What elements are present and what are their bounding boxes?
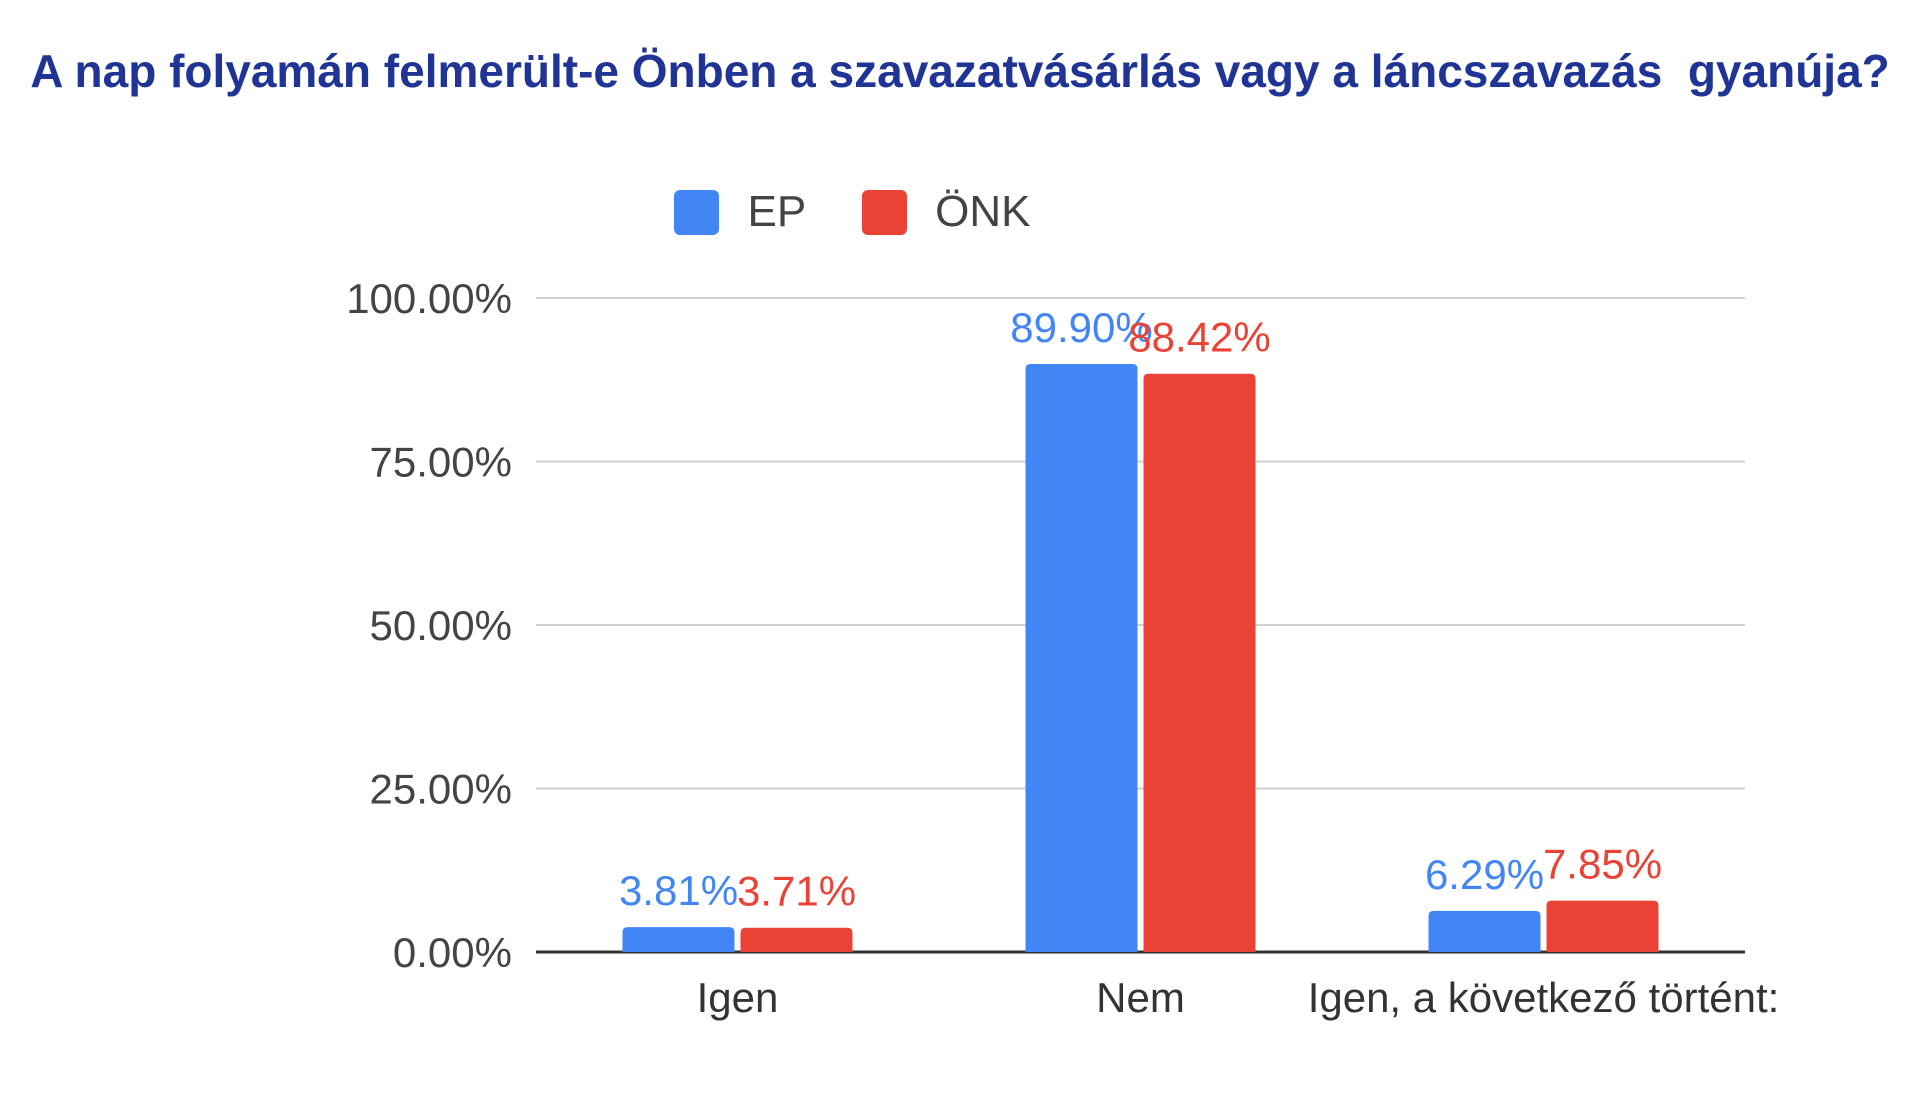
legend-item-onk: ÖNK bbox=[862, 187, 1031, 237]
bar-ep-0 bbox=[622, 927, 735, 952]
y-tick-label: 75.00% bbox=[370, 439, 512, 486]
bar-nk-1 bbox=[1143, 373, 1256, 953]
data-label: 88.42% bbox=[1128, 314, 1270, 361]
x-category-label: Nem bbox=[1096, 974, 1185, 1021]
chart-title: A nap folyamán felmerült-e Önben a szava… bbox=[30, 45, 1890, 97]
y-tick-label: 100.00% bbox=[346, 275, 512, 322]
y-tick-label: 25.00% bbox=[370, 766, 512, 813]
bar-ep-2 bbox=[1428, 910, 1541, 952]
legend-swatch-onk bbox=[862, 189, 908, 235]
legend-label-onk: ÖNK bbox=[935, 187, 1031, 236]
data-label: 3.81% bbox=[619, 867, 738, 914]
legend-item-ep: EP bbox=[674, 187, 806, 237]
data-label: 3.71% bbox=[737, 868, 856, 915]
y-tick-label: 50.00% bbox=[370, 602, 512, 649]
bar-nk-2 bbox=[1546, 900, 1659, 952]
y-tick-label: 0.00% bbox=[393, 929, 512, 976]
bar-nk-0 bbox=[740, 927, 853, 952]
legend-swatch-ep bbox=[674, 189, 720, 235]
bar-ep-1 bbox=[1025, 364, 1138, 953]
data-label: 6.29% bbox=[1425, 851, 1544, 898]
x-category-label: Igen bbox=[697, 974, 779, 1021]
data-label: 89.90% bbox=[1010, 304, 1152, 351]
legend-label-ep: EP bbox=[747, 187, 807, 236]
x-category-label: Igen, a következő történt: bbox=[1308, 974, 1780, 1021]
data-label: 7.85% bbox=[1543, 841, 1662, 888]
chart-legend: EP ÖNK bbox=[0, 187, 1705, 237]
